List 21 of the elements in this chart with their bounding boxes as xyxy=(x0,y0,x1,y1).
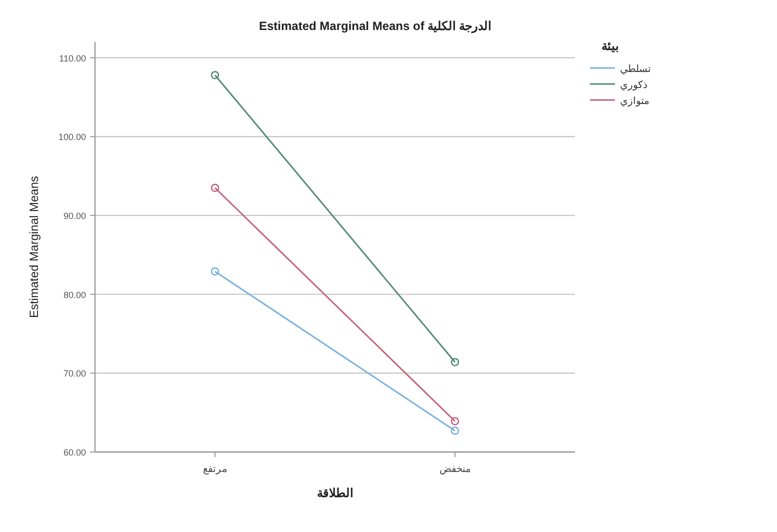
point xyxy=(450,358,460,366)
legend-title: بيئة xyxy=(602,39,618,53)
legend-label: ذكوري xyxy=(620,80,647,91)
y-tick-label: 70.00 xyxy=(63,368,86,379)
point xyxy=(210,70,220,80)
y-tick-label: 60.00 xyxy=(63,448,86,458)
point xyxy=(210,184,220,192)
x-tick-label: منخفض xyxy=(440,464,470,475)
point xyxy=(210,267,220,276)
x-axis-title: الطلاقة xyxy=(317,486,353,500)
point xyxy=(450,426,460,435)
y-tick-label: 90.00 xyxy=(63,210,86,221)
point xyxy=(450,417,460,426)
y-tick-label: 110.00 xyxy=(59,53,86,64)
y-tick-label: 80.00 xyxy=(63,290,86,300)
y-tick-label: 100.00 xyxy=(58,132,86,142)
x-tick-label: مرتفع xyxy=(203,464,227,475)
legend-label: متوازي xyxy=(620,96,649,107)
y-axis-title: Estimated Marginal Means xyxy=(27,176,41,318)
legend-label: تسلطي xyxy=(620,64,651,75)
chart-title: Estimated Marginal Means of الدرجة الكلية xyxy=(258,19,492,34)
